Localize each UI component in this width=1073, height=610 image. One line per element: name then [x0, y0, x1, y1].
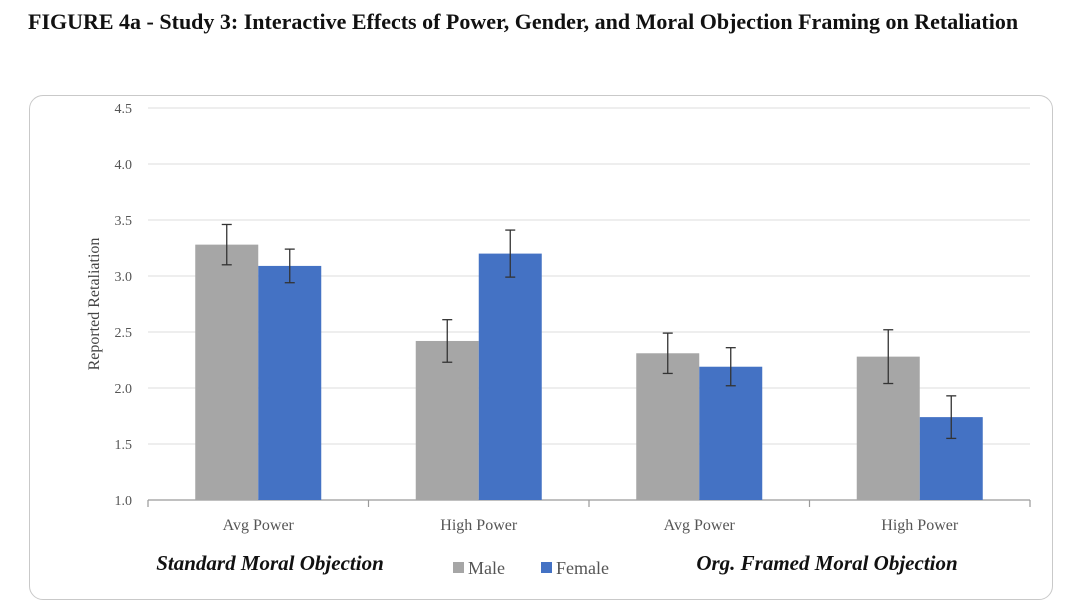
bars [195, 244, 983, 500]
legend: Male Female [453, 558, 609, 578]
labels: 1.0 1.5 2.0 2.5 3.0 3.5 4.0 4.5 Avg Power High Po… [115, 102, 959, 575]
bar-female-1 [258, 265, 322, 500]
bar-female-3 [699, 366, 763, 500]
y-axis-label: Reported Retaliation [86, 238, 103, 371]
x-category-label: High Power [440, 517, 518, 534]
bar-male-3 [636, 353, 700, 500]
y-tick-label: 3.5 [115, 214, 133, 229]
y-tick-label: 1.5 [115, 438, 133, 453]
figure-title: FIGURE 4a - Study 3: Interactive Effects… [28, 9, 1019, 34]
legend-swatch-female [541, 562, 552, 573]
legend-label: Male [468, 558, 505, 578]
x-category-label: Avg Power [664, 517, 736, 534]
x-category-label: Avg Power [223, 517, 295, 534]
group-label: Standard Moral Objection [156, 551, 384, 575]
y-tick-label: 2.5 [115, 326, 133, 341]
y-tick-label: 4.0 [115, 158, 133, 173]
y-tick-label: 4.5 [115, 102, 133, 117]
y-tick-label: 3.0 [115, 270, 133, 285]
axes [147, 499, 1031, 507]
y-tick-label: 2.0 [115, 382, 133, 397]
error-bars [221, 223, 957, 440]
bar-male-1 [195, 244, 259, 500]
legend-swatch-male [453, 562, 464, 573]
x-category-label: High Power [881, 517, 959, 534]
legend-label: Female [556, 558, 609, 578]
group-label: Org. Framed Moral Objection [696, 551, 957, 575]
bar-female-2 [478, 253, 542, 500]
bar-male-2 [415, 340, 479, 500]
y-tick-label: 1.0 [115, 494, 133, 509]
